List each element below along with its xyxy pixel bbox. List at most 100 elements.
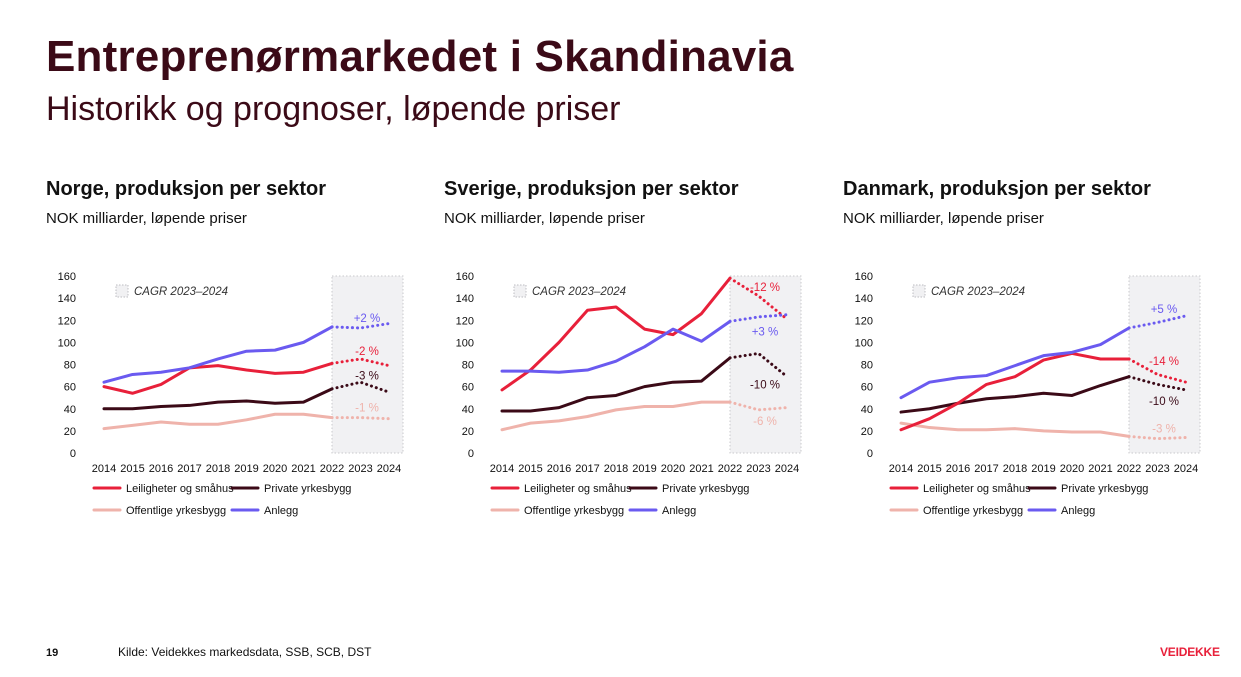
page-number: 19	[46, 647, 59, 659]
source-note: Kilde: Veidekkes markedsdata, SSB, SCB, …	[118, 645, 372, 659]
y-tick-label: 160	[456, 271, 474, 283]
y-tick-label: 80	[462, 360, 474, 372]
chart-title: Norge, produksjon per sektor	[46, 178, 327, 200]
x-tick-label: 2020	[661, 463, 685, 475]
y-tick-label: 20	[861, 426, 873, 438]
page-subtitle: Historikk og prognoser, løpende priser	[46, 90, 621, 128]
veidekke-logo: VEIDEKKE	[1160, 645, 1220, 659]
x-tick-label: 2015	[518, 463, 542, 475]
series-forecast-anlegg	[330, 322, 391, 330]
series-forecast-offentlige	[1127, 434, 1188, 441]
x-tick-label: 2024	[1174, 463, 1198, 475]
chart-subtitle: NOK milliarder, løpende priser	[843, 210, 1044, 227]
chart-panel-sverige: Sverige, produksjon per sektor NOK milli…	[444, 178, 834, 618]
cagr-label-private: -3 %	[355, 371, 379, 383]
page-title: Entreprenørmarkedet i Skandinavia	[46, 32, 794, 81]
legend-label-leiligheter: Leiligheter og småhus	[524, 483, 632, 495]
chart-panel-norge: Norge, produksjon per sektor NOK milliar…	[46, 178, 436, 618]
y-tick-label: 40	[462, 404, 474, 416]
cagr-label-anlegg: +2 %	[354, 313, 381, 325]
chart-subtitle: NOK milliarder, løpende priser	[46, 210, 247, 227]
y-tick-label: 120	[58, 315, 76, 327]
x-tick-label: 2014	[490, 463, 514, 475]
series-line-offentlige	[102, 412, 334, 431]
forecast-band	[1128, 275, 1201, 454]
chart-subtitle: NOK milliarder, løpende priser	[444, 210, 645, 227]
cagr-label-private: -10 %	[750, 379, 780, 391]
x-tick-label: 2019	[234, 463, 258, 475]
y-tick-label: 80	[861, 360, 873, 372]
series-forecast-anlegg	[728, 313, 789, 323]
cagr-label-offentlige: -1 %	[355, 403, 379, 415]
legend-label-anlegg: Anlegg	[264, 505, 298, 517]
y-tick-label: 40	[861, 404, 873, 416]
x-tick-label: 2022	[320, 463, 344, 475]
legend-label-offentlige: Offentlige yrkesbygg	[126, 505, 226, 517]
series-forecast-leiligheter	[1127, 357, 1188, 384]
x-tick-label: 2017	[974, 463, 998, 475]
legend-label-leiligheter: Leiligheter og småhus	[923, 483, 1031, 495]
y-tick-label: 60	[462, 382, 474, 394]
x-tick-label: 2015	[120, 463, 144, 475]
y-tick-label: 100	[456, 337, 474, 349]
chart-sverige: CAGR 2023–2024 0 20 40 60 80 100 120 140 160 2014 2…	[456, 271, 802, 517]
y-tick-label: 80	[64, 360, 76, 372]
x-tick-label: 2015	[917, 463, 941, 475]
cagr-label-leiligheter: -2 %	[355, 346, 379, 358]
x-tick-label: 2020	[1060, 463, 1084, 475]
y-tick-label: 100	[855, 337, 873, 349]
y-tick-label: 120	[855, 315, 873, 327]
chart-panel-danmark: Danmark, produksjon per sektor NOK milli…	[843, 178, 1233, 618]
y-tick-label: 0	[867, 448, 873, 460]
x-tick-label: 2014	[889, 463, 913, 475]
cagr-legend-swatch	[115, 284, 129, 298]
forecast-band	[729, 275, 802, 454]
cagr-label-leiligheter: -12 %	[750, 282, 780, 294]
chart-norge: CAGR 2023–2024 0 20 40 60 80 100 120 140 160 2014 2…	[58, 271, 404, 517]
series-line-offentlige	[500, 400, 732, 432]
series-forecast-offentlige	[330, 416, 391, 421]
x-tick-label: 2016	[946, 463, 970, 475]
legend-label-private: Private yrkesbygg	[264, 483, 351, 495]
y-tick-label: 140	[58, 293, 76, 305]
x-tick-label: 2023	[348, 463, 372, 475]
legend-label-private: Private yrkesbygg	[662, 483, 749, 495]
cagr-label-offentlige: -6 %	[753, 416, 777, 428]
x-tick-label: 2017	[575, 463, 599, 475]
chart-title: Sverige, produksjon per sektor	[444, 178, 739, 200]
series-forecast-private	[728, 351, 789, 379]
y-tick-label: 60	[861, 382, 873, 394]
legend-label-leiligheter: Leiligheter og småhus	[126, 483, 234, 495]
x-tick-label: 2021	[1088, 463, 1112, 475]
cagr-label-leiligheter: -14 %	[1149, 356, 1179, 368]
series-forecast-leiligheter	[728, 276, 789, 321]
x-tick-label: 2022	[1117, 463, 1141, 475]
x-tick-label: 2014	[92, 463, 116, 475]
cagr-label-anlegg: +3 %	[752, 326, 779, 338]
legend-label-anlegg: Anlegg	[662, 505, 696, 517]
y-tick-label: 140	[456, 293, 474, 305]
y-tick-label: 20	[462, 426, 474, 438]
legend-label-private: Private yrkesbygg	[1061, 483, 1148, 495]
x-tick-label: 2016	[149, 463, 173, 475]
x-tick-label: 2018	[604, 463, 628, 475]
series-forecast-anlegg	[1127, 314, 1188, 330]
series-forecast-leiligheter	[330, 357, 391, 368]
series-line-leiligheter	[102, 361, 334, 395]
cagr-legend-swatch	[513, 284, 527, 298]
y-tick-label: 160	[855, 271, 873, 283]
y-tick-label: 140	[855, 293, 873, 305]
x-tick-label: 2023	[1145, 463, 1169, 475]
y-tick-label: 60	[64, 382, 76, 394]
x-tick-label: 2022	[718, 463, 742, 475]
chart-danmark: CAGR 2023–2024 0 20 40 60 80 100 120 140 160 2014 2…	[855, 271, 1201, 517]
cagr-legend-label: CAGR 2023–2024	[134, 286, 228, 298]
legend-label-anlegg: Anlegg	[1061, 505, 1095, 517]
forecast-band	[331, 275, 404, 454]
x-tick-label: 2018	[1003, 463, 1027, 475]
y-tick-label: 20	[64, 426, 76, 438]
x-tick-label: 2018	[206, 463, 230, 475]
x-tick-label: 2021	[689, 463, 713, 475]
x-tick-label: 2017	[177, 463, 201, 475]
x-tick-label: 2019	[1031, 463, 1055, 475]
